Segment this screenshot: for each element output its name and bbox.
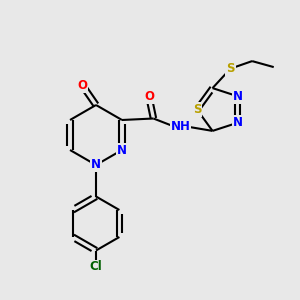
Text: N: N	[117, 143, 127, 157]
Text: O: O	[144, 90, 154, 104]
Text: Cl: Cl	[90, 260, 102, 274]
Text: N: N	[233, 90, 243, 103]
Text: NH: NH	[170, 120, 190, 133]
Text: S: S	[193, 103, 201, 116]
Text: N: N	[233, 116, 243, 129]
Text: O: O	[77, 79, 88, 92]
Text: S: S	[226, 62, 235, 75]
Text: N: N	[91, 158, 101, 172]
